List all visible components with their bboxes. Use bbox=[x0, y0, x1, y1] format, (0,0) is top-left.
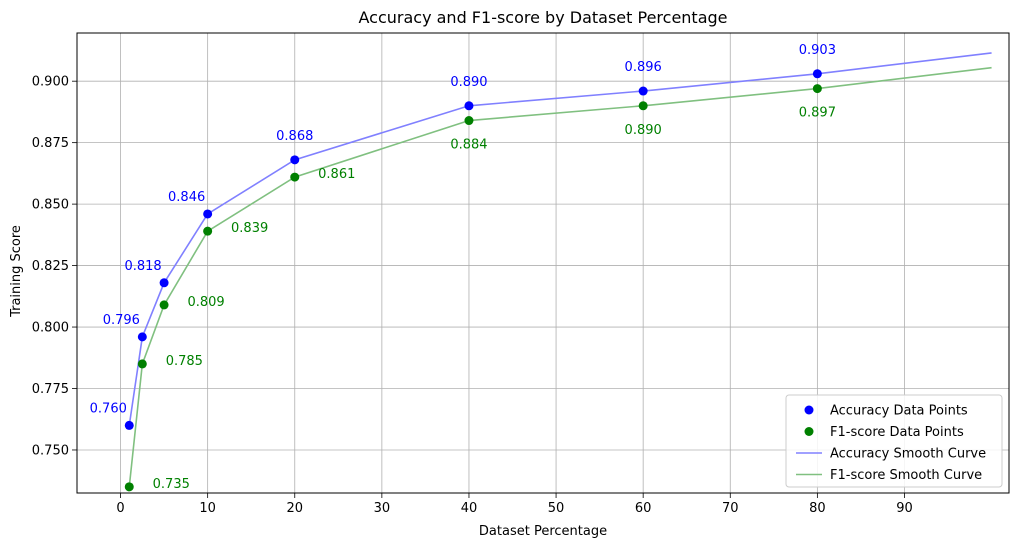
y-tick-label: 0.850 bbox=[32, 198, 69, 213]
x-tick-label: 10 bbox=[199, 501, 216, 516]
accuracy-data-point bbox=[638, 86, 648, 96]
legend-entry: Accuracy Data Points bbox=[830, 404, 968, 419]
grid bbox=[77, 33, 1009, 493]
chart-title: Accuracy and F1-score by Dataset Percent… bbox=[358, 8, 727, 27]
y-tick-label: 0.800 bbox=[32, 321, 69, 336]
f1-data-label: 0.897 bbox=[799, 106, 836, 121]
series-line-2 bbox=[128, 52, 992, 426]
series-points bbox=[124, 69, 822, 492]
accuracy-data-point bbox=[290, 155, 300, 165]
f1-data-point bbox=[159, 300, 169, 310]
f1-data-point bbox=[137, 359, 147, 369]
legend-marker bbox=[804, 405, 814, 415]
f1-data-point bbox=[124, 482, 134, 492]
y-tick-label: 0.875 bbox=[32, 136, 69, 151]
accuracy-data-label: 0.846 bbox=[168, 190, 205, 205]
f1-data-label: 0.884 bbox=[450, 138, 487, 153]
accuracy-data-label: 0.868 bbox=[276, 129, 313, 144]
data-labels: 0.760 0.796 0.818 0.846 0.868 0.890 0.896 0.903… bbox=[90, 43, 836, 492]
accuracy-data-point bbox=[203, 209, 213, 219]
accuracy-data-label: 0.890 bbox=[450, 75, 487, 90]
legend: Accuracy Data Points F1-score Data Points… bbox=[785, 394, 1003, 488]
f1-data-point bbox=[464, 116, 474, 126]
accuracy-data-point bbox=[124, 420, 134, 430]
y-tick-label: 0.825 bbox=[32, 259, 69, 274]
accuracy-data-label: 0.903 bbox=[799, 43, 836, 58]
f1-data-label: 0.861 bbox=[318, 167, 355, 182]
legend-entry: F1-score Smooth Curve bbox=[830, 468, 982, 483]
legend-entry: Accuracy Smooth Curve bbox=[830, 447, 986, 462]
f1-data-label: 0.809 bbox=[187, 295, 224, 310]
x-tick-label: 20 bbox=[286, 501, 303, 516]
accuracy-data-label: 0.818 bbox=[124, 259, 161, 274]
x-tick-label: 40 bbox=[461, 501, 478, 516]
legend-marker bbox=[804, 427, 814, 436]
x-tick-label: 70 bbox=[722, 501, 739, 516]
legend-box bbox=[785, 394, 1003, 488]
x-tick-label: 0 bbox=[116, 501, 124, 516]
accuracy-data-point bbox=[812, 69, 822, 79]
f1-data-point bbox=[203, 226, 213, 236]
accuracy-data-point bbox=[137, 332, 147, 342]
f1-data-point bbox=[290, 172, 300, 182]
f1-data-label: 0.785 bbox=[166, 354, 203, 369]
x-tick-label: 80 bbox=[809, 501, 826, 516]
f1-data-point bbox=[812, 84, 822, 94]
accuracy-data-label: 0.896 bbox=[625, 60, 662, 75]
x-tick-label: 90 bbox=[896, 501, 913, 516]
accuracy-data-label: 0.760 bbox=[90, 401, 127, 416]
accuracy-data-point bbox=[464, 101, 474, 111]
y-tick-label: 0.900 bbox=[32, 75, 69, 90]
x-axis-label: Dataset Percentage bbox=[479, 524, 607, 539]
y-tick-label: 0.750 bbox=[32, 443, 69, 458]
y-tick-label: 0.775 bbox=[32, 382, 69, 397]
f1-data-point bbox=[638, 101, 648, 111]
f1-data-label: 0.839 bbox=[231, 221, 268, 236]
x-tick-label: 50 bbox=[548, 501, 565, 516]
y-axis-label: Training Score bbox=[9, 225, 24, 318]
accuracy-data-label: 0.796 bbox=[103, 313, 140, 328]
legend-entry: F1-score Data Points bbox=[830, 425, 964, 440]
x-axis-ticks: 0 10 20 30 40 50 60 70 80 90 bbox=[116, 493, 913, 516]
x-tick-label: 30 bbox=[374, 501, 391, 516]
y-axis-ticks: 0.750 0.775 0.800 0.825 0.850 0.875 0.900 bbox=[32, 75, 77, 458]
f1-data-label: 0.890 bbox=[625, 123, 662, 138]
plot-frame bbox=[76, 32, 1010, 494]
f1-data-label: 0.735 bbox=[153, 477, 190, 492]
accuracy-data-point bbox=[159, 278, 169, 288]
x-tick-label: 60 bbox=[635, 501, 652, 516]
